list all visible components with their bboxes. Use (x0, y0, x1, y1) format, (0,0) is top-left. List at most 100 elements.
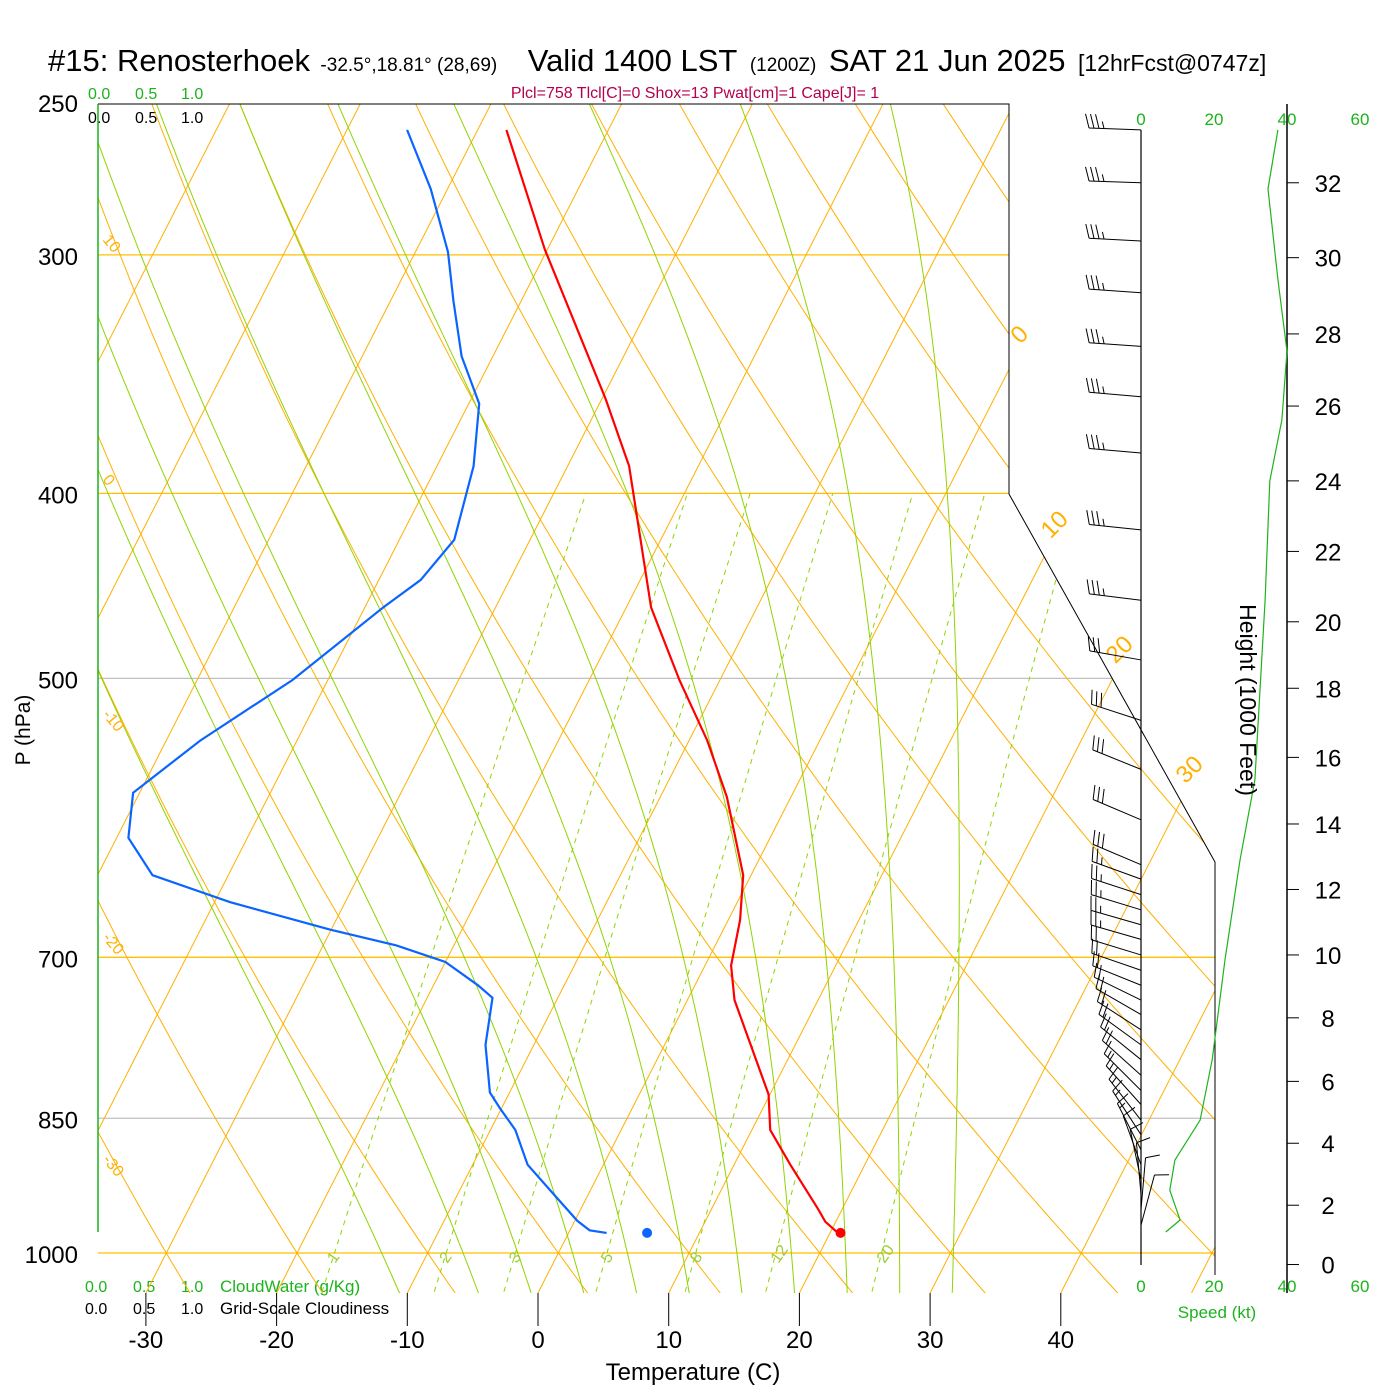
moist-adiabat (889, 104, 960, 1293)
barb-feather (1085, 223, 1090, 239)
mixing-ratio-line (500, 493, 751, 1293)
wind-barb (1092, 829, 1142, 866)
barb-feather (1086, 579, 1090, 594)
barb-feather (1145, 1154, 1160, 1159)
mixing-ratio-label: 20 (874, 1242, 898, 1266)
cloudiness-bottom-tick-1: 0.5 (133, 1301, 155, 1318)
moist-adiabat (337, 104, 744, 1293)
temperature-line (505, 129, 839, 1234)
mixing-ratio-line (762, 493, 986, 1293)
wind-barb (1085, 274, 1142, 294)
wind-barb (1085, 113, 1142, 131)
moist-adiabat (453, 104, 796, 1293)
mixing-ratio-label: 8 (687, 1249, 706, 1266)
barb-half-feather (1119, 1102, 1126, 1109)
moist-adiabat (739, 104, 901, 1293)
height-tick-label: 30 (1315, 246, 1342, 273)
wind-barb (1090, 880, 1142, 911)
wind-barb (1135, 1137, 1151, 1195)
barb-feather (1097, 831, 1101, 847)
moist-adiabat (98, 104, 482, 1293)
barb-half-feather (1102, 336, 1105, 344)
isotherm (1191, 104, 1215, 1293)
cloudwater-top-tick-0: 0.0 (88, 86, 110, 103)
barb-staff (1090, 909, 1142, 926)
barb-feather (1085, 274, 1090, 290)
wind-barb (1086, 510, 1142, 531)
barb-staff (1135, 1142, 1142, 1195)
barb-feather (1090, 434, 1095, 450)
barb-feather (1102, 1003, 1109, 1018)
isotherm (145, 104, 753, 1293)
barb-feather (1093, 962, 1098, 978)
height-tick-label: 12 (1315, 877, 1342, 904)
isotherm (276, 104, 884, 1293)
speed-bottom-tick-label: 20 (1205, 1277, 1224, 1296)
isotherm (537, 104, 1145, 1293)
barb-feather (1096, 848, 1099, 864)
mixing-ratio-line (682, 493, 914, 1293)
barb-staff (1140, 1157, 1147, 1210)
barb-staff (1092, 799, 1142, 821)
isotherm (98, 104, 492, 1293)
mixing-ratio-label: 1 (324, 1249, 343, 1266)
barb-feather (1090, 275, 1095, 290)
x-tick-label: -30 (129, 1327, 164, 1354)
barb-feather (1087, 636, 1091, 651)
barb-staff (1091, 939, 1142, 956)
wind-barb (1091, 863, 1142, 896)
barb-staff (1091, 894, 1142, 911)
plot-border (98, 103, 1216, 1253)
moist-adiabat (588, 104, 848, 1293)
wind-barb (1140, 1174, 1170, 1226)
wind-barb (1140, 1154, 1160, 1210)
barb-feather (1112, 1079, 1123, 1092)
wind-barb (1105, 1053, 1142, 1105)
barb-feather (1096, 737, 1100, 752)
height-tick-label: 28 (1315, 322, 1342, 349)
surface-temperature-marker (835, 1227, 846, 1238)
barb-feather (1095, 224, 1100, 239)
wind-barb (1098, 1000, 1142, 1046)
barb-feather (1095, 329, 1100, 344)
wind-barb (1091, 846, 1142, 880)
barb-feather (1108, 1067, 1118, 1080)
dewpoint-line (127, 129, 607, 1234)
moist-adiabat (155, 104, 639, 1293)
barb-staff (1095, 988, 1142, 1015)
isotherm (98, 104, 230, 1293)
barb-half-feather (1101, 857, 1103, 865)
barb-feather (1100, 1013, 1107, 1028)
barb-feather (1101, 833, 1105, 849)
barb-staff (1089, 342, 1142, 347)
wind-barb (1108, 1067, 1142, 1121)
x-tick-label: -10 (390, 1327, 425, 1354)
barb-staff (1140, 1174, 1155, 1226)
speed-bottom-tick-label: 40 (1278, 1277, 1297, 1296)
barb-feather (1103, 1040, 1112, 1054)
wind-barb (1091, 689, 1142, 721)
height-tick-label: 24 (1315, 469, 1342, 496)
mixing-ratio-label: 12 (768, 1242, 792, 1266)
x-tick-label: -20 (259, 1327, 294, 1354)
x-tick-label: 20 (786, 1327, 813, 1354)
x-tick-label: 0 (531, 1327, 544, 1354)
wind-barb (1085, 377, 1142, 398)
barb-staff (1092, 749, 1142, 770)
barb-staff (1089, 180, 1142, 184)
barb-feather (1092, 951, 1095, 966)
barb-feather (1095, 691, 1098, 706)
wind-barb (1093, 962, 1142, 1001)
moist-adiabat (98, 104, 404, 1293)
height-tick-label: 20 (1315, 610, 1342, 637)
mixing-ratio-line (430, 493, 688, 1293)
height-tick-label: 4 (1321, 1131, 1334, 1158)
barb-half-feather (1102, 588, 1105, 596)
barb-feather (1096, 511, 1100, 526)
dry-adiabat (98, 104, 462, 1293)
barb-staff (1091, 703, 1142, 721)
isotherm-label: 0 (1005, 320, 1034, 349)
barb-half-feather (1102, 282, 1105, 291)
speed-top-tick-label: 60 (1351, 110, 1370, 129)
barb-staff (1105, 1065, 1142, 1105)
